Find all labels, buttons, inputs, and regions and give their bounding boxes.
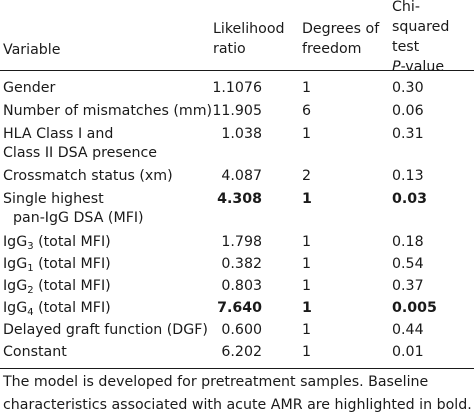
row-p-value: 0.54 bbox=[392, 256, 424, 272]
header-likelihood-ratio: Likelihood ratio bbox=[213, 19, 285, 59]
variable-subscript: 3 bbox=[27, 241, 34, 252]
header-rule bbox=[0, 70, 474, 71]
row-variable: IgG4 (total MFI) bbox=[3, 298, 111, 318]
row-p-value: 0.005 bbox=[392, 300, 437, 316]
row-likelihood-ratio: 4.308 bbox=[217, 191, 262, 207]
row-variable-line2: Class II DSA presence bbox=[3, 145, 158, 161]
row-p-value: 0.01 bbox=[392, 344, 424, 360]
header-lr-line2: ratio bbox=[213, 41, 246, 57]
header-df-line2: freedom bbox=[302, 41, 362, 57]
row-p-value: 0.44 bbox=[392, 322, 424, 338]
row-p-value: 0.31 bbox=[392, 126, 424, 142]
row-likelihood-ratio: 11.905 bbox=[212, 103, 262, 119]
header-degrees-of-freedom: Degrees of freedom bbox=[302, 19, 379, 59]
row-variable: Number of mismatches (mm) bbox=[3, 103, 213, 119]
variable-subscript: 2 bbox=[27, 285, 34, 296]
table-footnote: The model is developed for pretreatment … bbox=[3, 374, 472, 413]
row-degrees-of-freedom: 2 bbox=[302, 168, 312, 184]
header-p-line1: Chi-squared bbox=[392, 0, 450, 35]
header-lr-line1: Likelihood bbox=[213, 21, 285, 37]
row-likelihood-ratio: 1.798 bbox=[221, 234, 262, 250]
row-variable: Gender bbox=[3, 80, 56, 96]
row-likelihood-ratio: 0.600 bbox=[221, 322, 262, 338]
row-variable: HLA Class I and bbox=[3, 126, 114, 142]
row-p-value: 0.03 bbox=[392, 191, 428, 207]
row-likelihood-ratio: 7.640 bbox=[217, 300, 262, 316]
variable-suffix: (total MFI) bbox=[33, 300, 111, 316]
row-likelihood-ratio: 0.382 bbox=[221, 256, 262, 272]
header-p-line2: test bbox=[392, 39, 420, 55]
header-p-rest: -value bbox=[400, 59, 445, 75]
header-p-line3: P-value bbox=[392, 57, 474, 77]
footer-rule bbox=[0, 368, 474, 369]
row-variable: IgG1 (total MFI) bbox=[3, 254, 111, 274]
row-degrees-of-freedom: 1 bbox=[302, 80, 312, 96]
header-p-italic: P bbox=[392, 59, 401, 75]
row-degrees-of-freedom: 1 bbox=[302, 126, 312, 142]
variable-subscript: 1 bbox=[27, 263, 34, 274]
row-variable: Crossmatch status (xm) bbox=[3, 168, 173, 184]
row-degrees-of-freedom: 1 bbox=[302, 191, 312, 207]
header-chi-squared-p-value: Chi-squared test P-value bbox=[392, 0, 474, 77]
row-degrees-of-freedom: 1 bbox=[302, 234, 312, 250]
variable-subscript: 4 bbox=[27, 307, 34, 318]
row-degrees-of-freedom: 6 bbox=[302, 103, 312, 119]
variable-prefix: IgG bbox=[3, 278, 28, 294]
row-p-value: 0.13 bbox=[392, 168, 424, 184]
row-likelihood-ratio: 4.087 bbox=[221, 168, 262, 184]
row-p-value: 0.06 bbox=[392, 103, 424, 119]
row-degrees-of-freedom: 1 bbox=[302, 300, 312, 316]
variable-prefix: IgG bbox=[3, 300, 28, 316]
row-likelihood-ratio: 6.202 bbox=[221, 344, 262, 360]
row-variable: Delayed graft function (DGF) bbox=[3, 322, 208, 338]
row-p-value: 0.18 bbox=[392, 234, 424, 250]
row-degrees-of-freedom: 1 bbox=[302, 322, 312, 338]
row-variable: Single highest bbox=[3, 191, 104, 207]
variable-suffix: (total MFI) bbox=[33, 234, 111, 250]
row-degrees-of-freedom: 1 bbox=[302, 344, 312, 360]
variable-prefix: IgG bbox=[3, 256, 28, 272]
variable-prefix: IgG bbox=[3, 234, 28, 250]
header-variable: Variable bbox=[3, 42, 61, 58]
row-variable: IgG2 (total MFI) bbox=[3, 276, 111, 296]
row-variable-line2: pan-IgG DSA (MFI) bbox=[13, 210, 144, 226]
row-p-value: 0.37 bbox=[392, 278, 424, 294]
row-p-value: 0.30 bbox=[392, 80, 424, 96]
row-likelihood-ratio: 0.803 bbox=[221, 278, 262, 294]
header-df-line1: Degrees of bbox=[302, 21, 380, 37]
variable-suffix: (total MFI) bbox=[33, 278, 111, 294]
row-likelihood-ratio: 1.038 bbox=[221, 126, 262, 142]
variable-suffix: (total MFI) bbox=[33, 256, 111, 272]
row-variable: IgG3 (total MFI) bbox=[3, 232, 111, 252]
row-likelihood-ratio: 1.1076 bbox=[212, 80, 262, 96]
row-degrees-of-freedom: 1 bbox=[302, 278, 312, 294]
row-variable: Constant bbox=[3, 344, 67, 360]
row-degrees-of-freedom: 1 bbox=[302, 256, 312, 272]
